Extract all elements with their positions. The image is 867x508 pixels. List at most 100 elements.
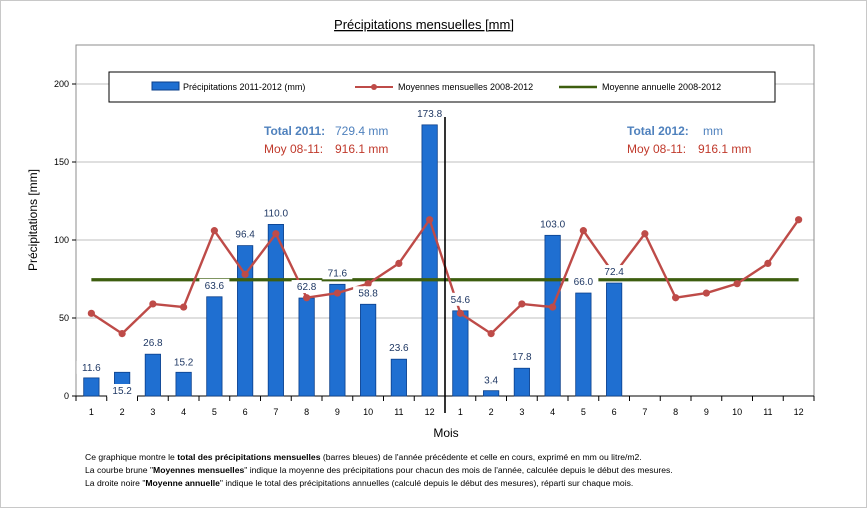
monthly-average-point [210,227,218,235]
monthly-average-point [641,230,649,238]
data-label-box [168,355,199,369]
data-label: 3.4 [484,376,498,387]
y-tick-label: 150 [54,157,69,167]
monthly-average-point [426,216,434,224]
bar [390,358,407,397]
monthly-average-point [702,289,710,297]
moy-right-value: 916.1 mm [698,142,751,156]
data-label: 63.6 [205,281,225,292]
data-label-box [199,278,230,292]
monthly-average-point [672,294,680,302]
data-label: 62.8 [297,282,317,293]
data-label-box [383,341,414,355]
data-label: 71.6 [328,268,348,279]
x-tick-label: 11 [394,407,403,417]
x-tick-label: 2 [489,407,494,417]
x-tick-label: 1 [89,407,94,417]
bar [544,234,561,397]
bar [421,124,438,397]
data-label-box [506,350,537,364]
data-label-box [257,206,294,220]
data-label-box [599,265,630,279]
data-label: 26.8 [143,338,163,349]
bar [298,297,315,397]
x-axis-title: Mois [433,426,458,440]
legend-marker-monthly-avg [371,84,377,90]
monthly-average-point [241,270,249,278]
data-label: 103.0 [540,219,565,230]
legend-box [108,71,776,103]
x-tick-label: 4 [550,407,555,417]
data-label-box [230,227,261,241]
data-label: 23.6 [389,343,409,354]
bar [606,282,623,397]
monthly-average-point [518,300,526,308]
note-line-1: Ce graphique montre le total des précipi… [85,452,642,462]
x-tick-label: 8 [673,407,678,417]
data-label-box [137,336,168,350]
chart-title: Précipitations mensuelles [mm] [334,17,514,32]
data-label-box [291,280,322,294]
data-label: 54.6 [451,295,471,306]
x-tick-label: 8 [304,407,309,417]
y-tick-label: 50 [59,313,69,323]
data-label-box [353,286,384,300]
x-tick-label: 6 [612,407,617,417]
data-label: 72.4 [604,267,624,278]
x-tick-label: 3 [150,407,155,417]
monthly-average-point [733,280,741,288]
bar [267,223,284,397]
y-tick-label: 0 [64,391,69,401]
monthly-average-point [333,289,341,297]
x-tick-label: 12 [794,407,804,417]
legend-swatch-bars [151,81,180,91]
bar [83,377,100,397]
bar [452,310,469,397]
total-2011-label: Total 2011: [264,124,325,138]
bar [206,296,223,397]
x-tick-label: 6 [243,407,248,417]
legend-label-annual-avg: Moyenne annuelle 2008-2012 [602,82,721,92]
bar [237,245,254,397]
moy-left-value: 916.1 mm [335,142,388,156]
monthly-average-point [149,300,157,308]
x-tick-label: 5 [212,407,217,417]
data-label: 66.0 [574,277,594,288]
bar [575,292,592,397]
x-tick-label: 10 [363,407,373,417]
monthly-average-point [180,303,188,311]
monthly-average-point [487,330,495,338]
total-2012-value: mm [703,124,723,138]
y-axis-title: Précipitations [mm] [26,169,40,271]
y-tick-label: 100 [54,235,69,245]
monthly-average-point [303,294,311,302]
bar [483,390,500,397]
legend-label-bars: Précipitations 2011-2012 (mm) [183,82,305,92]
data-label: 96.4 [235,230,255,241]
bar [513,367,530,397]
data-label-box [445,292,476,306]
totals-annotation-right: Total 2012: mm Moy 08-11: 916.1 mm [627,124,751,156]
data-label: 58.8 [358,288,378,299]
legend: Précipitations 2011-2012 (mm) Moyennes m… [108,71,776,103]
x-tick-label: 2 [120,407,125,417]
monthly-average-point [118,330,126,338]
monthly-average-point [87,309,95,317]
y-tick-label: 200 [54,79,69,89]
monthly-average-point [579,227,587,235]
x-tick-label: 7 [273,407,278,417]
bar [329,283,346,397]
data-label: 15.2 [112,386,132,397]
total-2011-value: 729.4 mm [335,124,388,138]
monthly-average-point [795,216,803,224]
data-label: 110.0 [264,208,289,219]
data-label-box [322,266,353,280]
bar [175,371,192,397]
data-label: 11.6 [82,363,101,374]
monthly-average-point [395,259,403,267]
monthly-average-point [272,230,280,238]
x-tick-label: 10 [732,407,742,417]
totals-annotation-left: Total 2011: 729.4 mm Moy 08-11: 916.1 mm [264,124,388,156]
